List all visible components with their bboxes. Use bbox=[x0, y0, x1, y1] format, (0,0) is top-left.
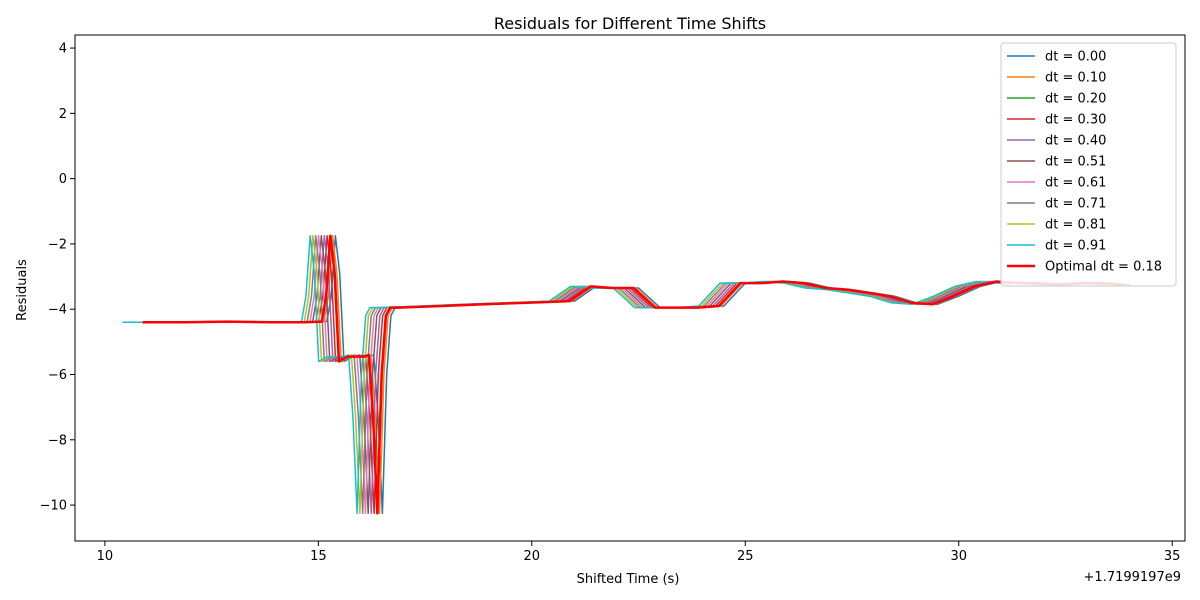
y-axis-label: Residuals bbox=[15, 259, 30, 321]
x-tick-label: 20 bbox=[524, 549, 541, 564]
y-tick-label: 2 bbox=[59, 107, 67, 122]
legend-label: dt = 0.91 bbox=[1045, 239, 1106, 254]
legend-label: dt = 0.20 bbox=[1045, 92, 1106, 107]
y-tick-label: −8 bbox=[48, 433, 67, 448]
legend-label: dt = 0.10 bbox=[1045, 71, 1106, 86]
legend-label: Optimal dt = 0.18 bbox=[1045, 260, 1162, 275]
chart-title: Residuals for Different Time Shifts bbox=[494, 14, 766, 33]
x-tick-label: 30 bbox=[950, 549, 967, 564]
legend-box bbox=[1000, 42, 1177, 287]
plot-frame bbox=[74, 34, 1186, 542]
legend-label: dt = 0.61 bbox=[1045, 176, 1106, 191]
series-line-optimal-dt-0-18 bbox=[142, 234, 1125, 515]
y-tick-label: −6 bbox=[48, 368, 67, 383]
legend-label: dt = 0.30 bbox=[1045, 113, 1106, 128]
y-tick-label: −2 bbox=[48, 237, 67, 252]
x-tick-label: 10 bbox=[97, 549, 114, 564]
x-tick-label: 15 bbox=[310, 549, 327, 564]
legend: dt = 0.00 dt = 0.10 dt = 0.20 dt = 0.30 dt =… bbox=[1000, 42, 1177, 287]
legend-label: dt = 0.40 bbox=[1045, 134, 1106, 149]
y-tick-label: 4 bbox=[59, 42, 67, 57]
legend-label: dt = 0.51 bbox=[1045, 155, 1106, 170]
x-axis-label: Shifted Time (s) bbox=[577, 572, 680, 587]
legend-label: dt = 0.81 bbox=[1045, 218, 1106, 233]
y-axis-ticks: −10 −8 −6 −4 −2 0 2 4 bbox=[40, 42, 75, 514]
y-tick-label: −10 bbox=[40, 499, 67, 514]
legend-label: dt = 0.71 bbox=[1045, 197, 1106, 212]
series-layer bbox=[122, 234, 1130, 515]
y-tick-label: −4 bbox=[48, 303, 67, 318]
y-tick-label: 0 bbox=[59, 172, 67, 187]
x-axis-ticks: 10 15 20 25 30 35 bbox=[97, 541, 1181, 564]
legend-label: dt = 0.00 bbox=[1045, 50, 1106, 65]
x-tick-label: 35 bbox=[1164, 549, 1181, 564]
series-line-dt-0-91 bbox=[122, 235, 1105, 515]
x-tick-label: 25 bbox=[737, 549, 754, 564]
x-axis-offset-label: +1.7199197e9 bbox=[1084, 570, 1181, 585]
